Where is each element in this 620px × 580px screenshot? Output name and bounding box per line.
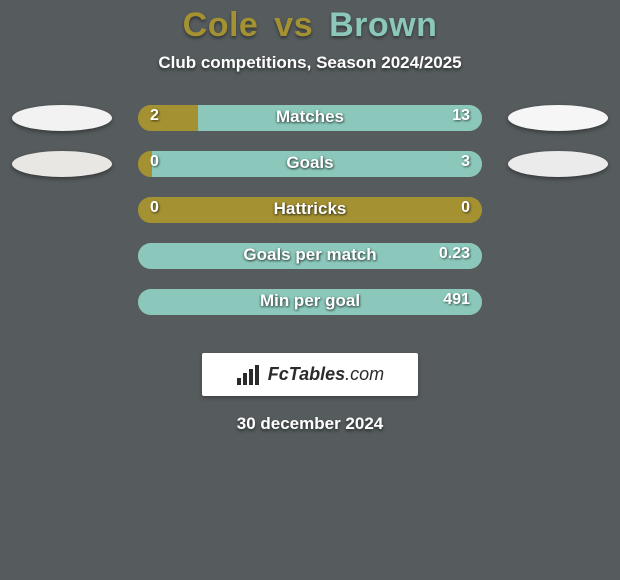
player1-avatar (12, 151, 112, 177)
logo-text-ext: .com (345, 364, 384, 384)
date-text: 30 december 2024 (0, 414, 620, 434)
logo-text-main: FcTables (268, 364, 345, 384)
stat-row: Min per goal491 (0, 289, 620, 335)
page-title: Cole vs Brown (0, 0, 620, 45)
fctables-logo: FcTables.com (202, 353, 418, 396)
bar-right (152, 151, 482, 177)
bar-right (138, 243, 482, 269)
bar-track (138, 197, 482, 223)
logo-text: FcTables.com (268, 364, 384, 385)
bar-track (138, 243, 482, 269)
bar-track (138, 151, 482, 177)
stat-row: Goals per match0.23 (0, 243, 620, 289)
stat-row: Matches213 (0, 105, 620, 151)
player2-avatar (508, 151, 608, 177)
bar-left (138, 197, 482, 223)
bar-right (198, 105, 482, 131)
stat-row: Hattricks00 (0, 197, 620, 243)
chart-canvas: Cole vs Brown Club competitions, Season … (0, 0, 620, 580)
bars-icon (236, 364, 262, 386)
player2-avatar (508, 105, 608, 131)
bar-track (138, 105, 482, 131)
player1-avatar (12, 105, 112, 131)
stat-row: Goals03 (0, 151, 620, 197)
player2-name: Brown (329, 6, 437, 44)
bar-right (138, 289, 482, 315)
bar-left (138, 105, 198, 131)
bar-left (138, 151, 152, 177)
title-vs: vs (274, 6, 313, 44)
bar-track (138, 289, 482, 315)
player1-name: Cole (183, 6, 259, 44)
stat-rows: Matches213Goals03Hattricks00Goals per ma… (0, 105, 620, 335)
subtitle: Club competitions, Season 2024/2025 (0, 53, 620, 73)
